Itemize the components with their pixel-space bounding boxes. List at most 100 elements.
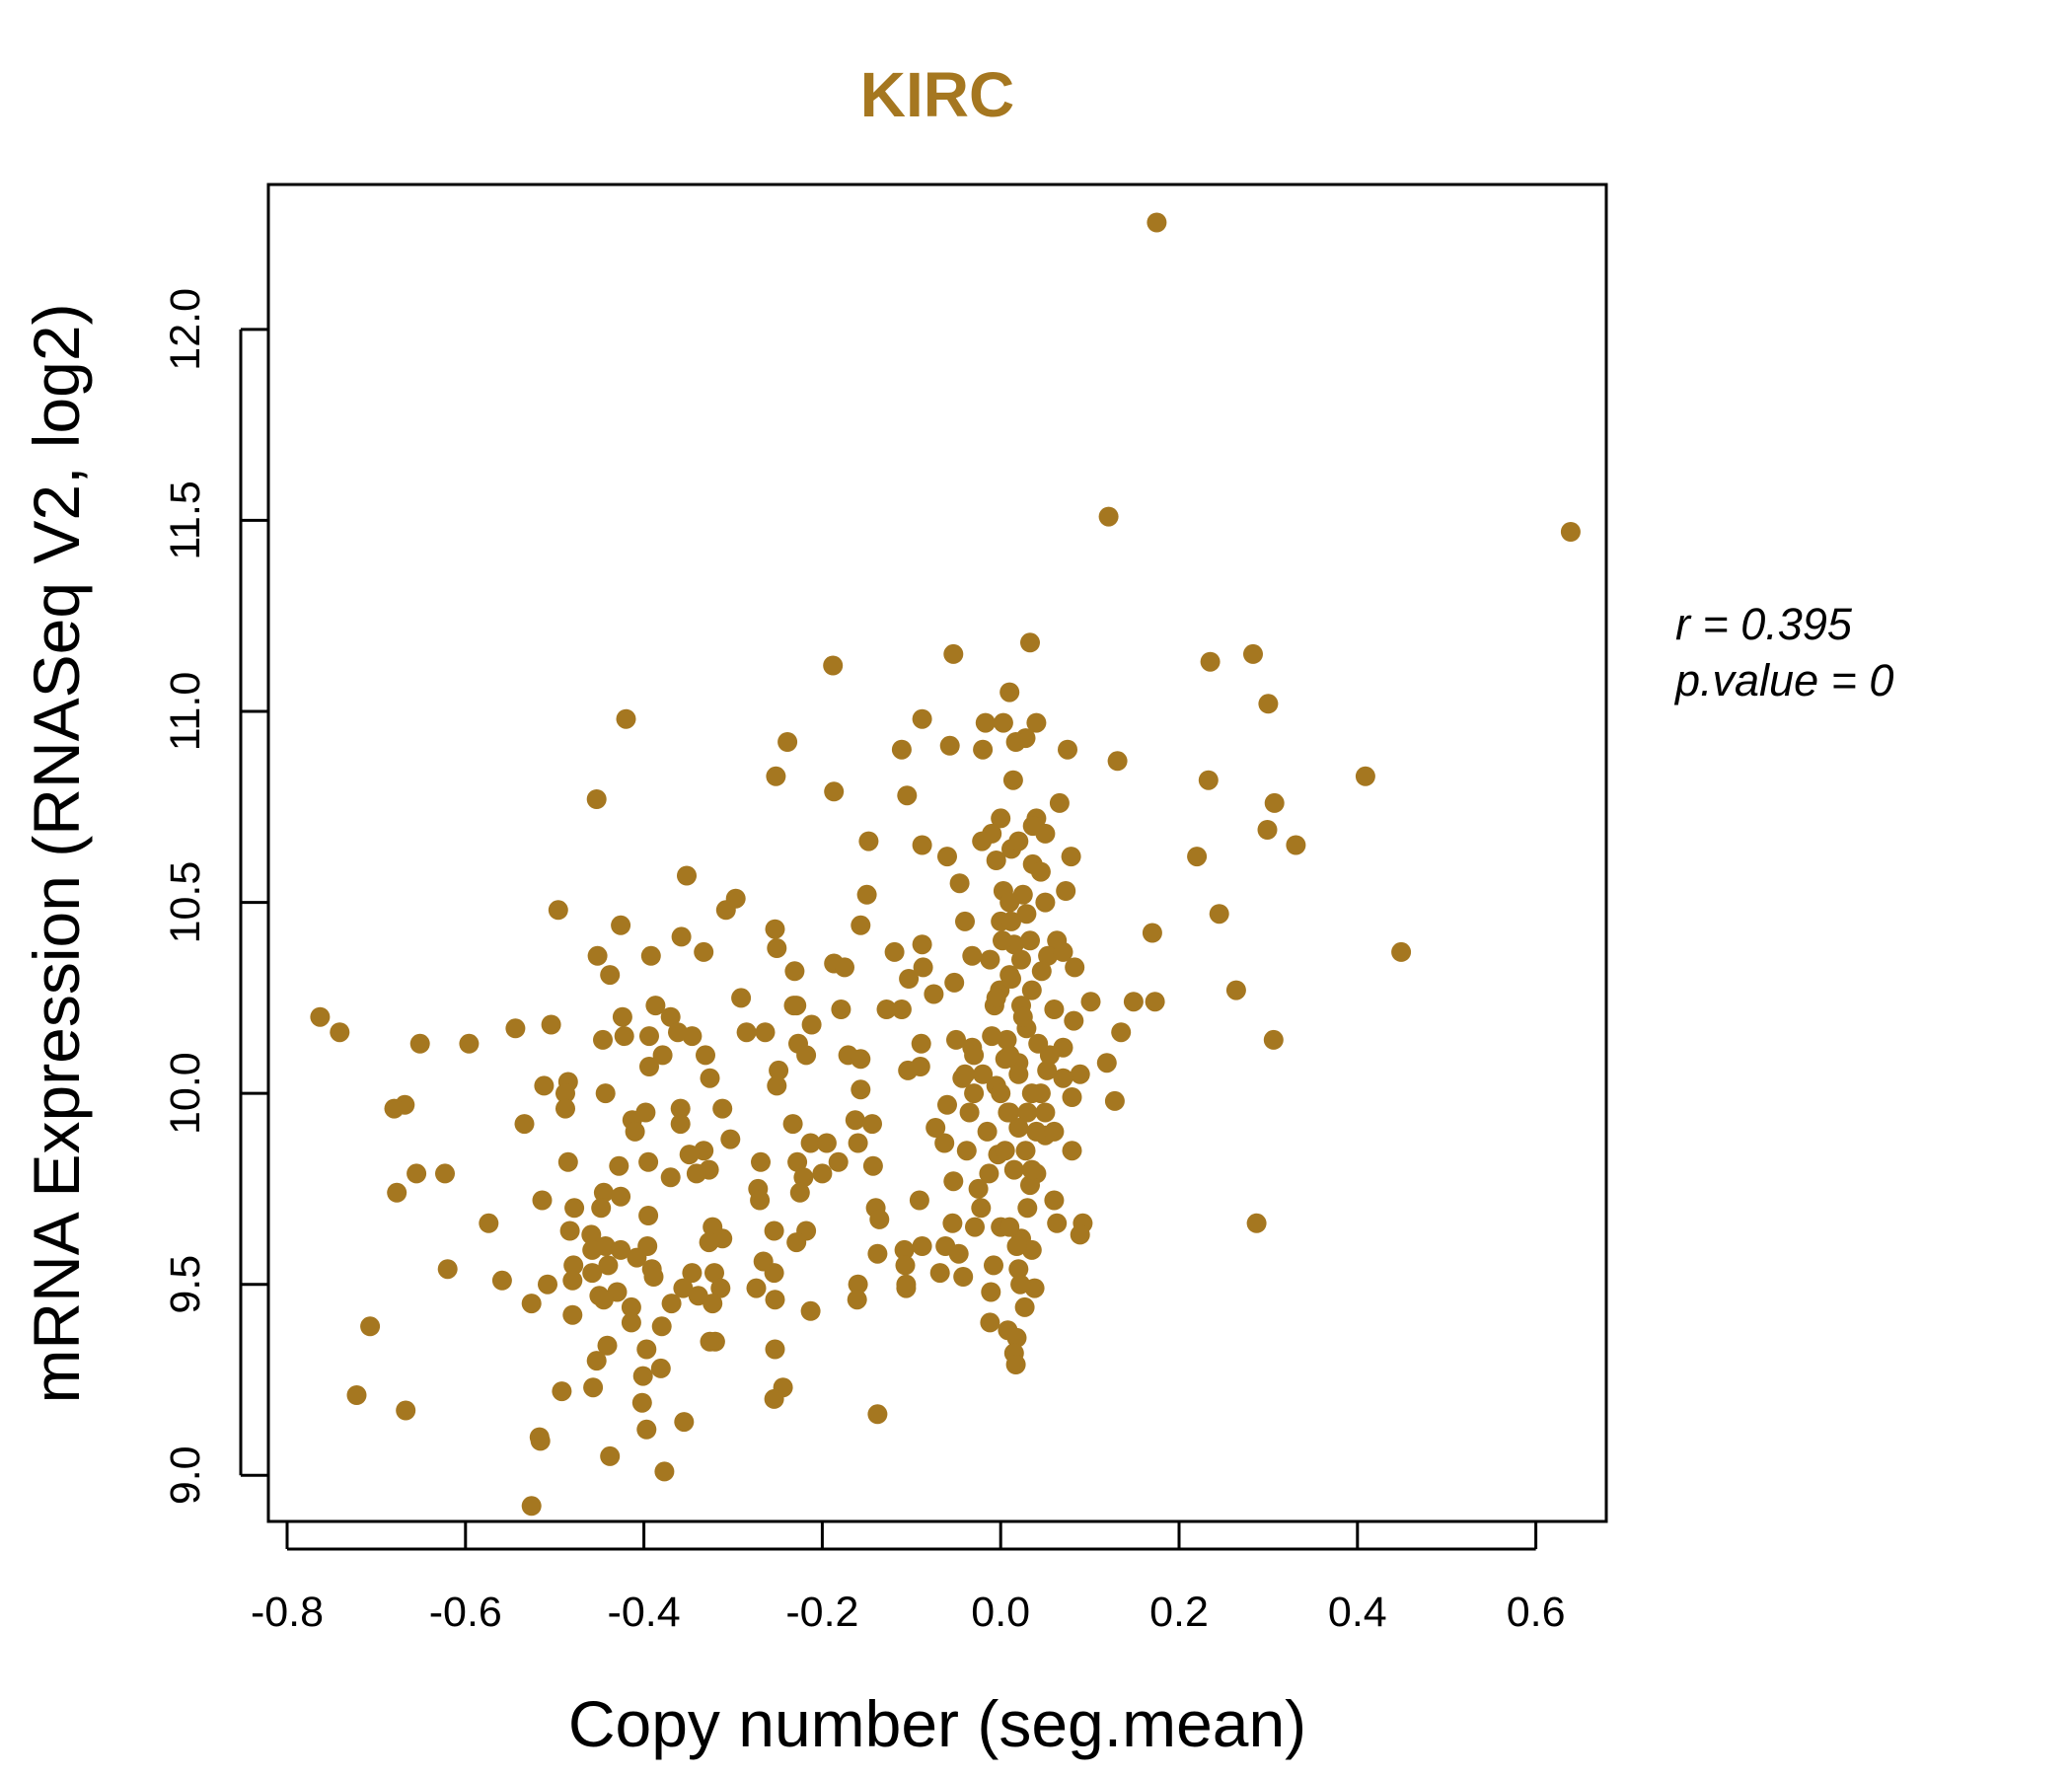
data-point [975, 712, 996, 733]
data-point [712, 1098, 733, 1119]
data-point [751, 1151, 771, 1172]
data-point [856, 884, 877, 905]
data-point [986, 988, 1006, 1008]
data-point [1038, 945, 1059, 966]
data-point [851, 1079, 871, 1100]
y-tick-label: 12.0 [162, 288, 209, 371]
data-point [660, 1006, 681, 1027]
data-point [939, 735, 960, 756]
data-point [1065, 957, 1085, 978]
data-point [514, 1114, 535, 1135]
data-point [962, 945, 983, 966]
data-point [555, 1098, 575, 1119]
data-point [899, 969, 920, 989]
data-point [1058, 739, 1077, 760]
plot-frame [266, 183, 1608, 1523]
data-point [980, 1312, 1000, 1333]
data-point [593, 1029, 613, 1050]
data-point [330, 1022, 350, 1043]
data-point [1257, 820, 1278, 840]
data-point [538, 1274, 557, 1295]
y-tick-label: 10.5 [162, 861, 209, 944]
data-point [1142, 923, 1162, 943]
data-point [1020, 632, 1040, 653]
data-point [1145, 992, 1165, 1012]
data-point [943, 1171, 964, 1192]
data-point [998, 1102, 1018, 1123]
data-point [824, 781, 845, 802]
data-point [593, 1290, 614, 1310]
data-point [1098, 506, 1119, 527]
data-point [999, 682, 1020, 703]
data-point [1016, 904, 1037, 925]
data-point [1035, 892, 1056, 913]
data-point [1021, 1239, 1042, 1260]
data-point [654, 1461, 675, 1482]
data-point [1039, 1045, 1060, 1066]
data-point [1096, 1053, 1117, 1073]
data-point [682, 1026, 703, 1047]
data-point [1258, 694, 1279, 714]
data-point [782, 1114, 803, 1135]
data-point [891, 999, 912, 1019]
data-point [614, 1026, 634, 1047]
data-point [991, 808, 1011, 829]
data-point [1243, 643, 1263, 664]
data-point [652, 1045, 673, 1066]
data-point [1026, 1121, 1047, 1142]
data-point [562, 1270, 583, 1291]
data-point [977, 1121, 998, 1142]
data-point [862, 1114, 882, 1135]
data-point [534, 1075, 555, 1096]
data-point [764, 1263, 784, 1284]
data-point [1053, 941, 1073, 962]
data-point [924, 984, 944, 1004]
data-point [1021, 1159, 1042, 1180]
x-axis: -0.8 -0.6 -0.4 -0.2 0.0 0.2 0.4 0.6 [251, 1521, 1565, 1636]
data-point [956, 1141, 977, 1161]
data-point [937, 1094, 957, 1115]
x-tick-label: 0.0 [971, 1589, 1030, 1636]
data-point [736, 1022, 757, 1043]
data-point [999, 1217, 1020, 1237]
data-point [787, 1151, 808, 1172]
y-tick-label: 9.0 [162, 1445, 209, 1505]
data-point [409, 1033, 430, 1054]
data-point [1005, 1355, 1026, 1374]
data-point [1123, 992, 1144, 1012]
data-point [621, 1312, 641, 1333]
data-point [897, 785, 918, 806]
data-point [767, 938, 787, 958]
data-point [765, 919, 785, 939]
data-point [1198, 770, 1219, 790]
data-point [1062, 1087, 1082, 1107]
x-tick-label: 0.4 [1328, 1589, 1387, 1636]
data-point [694, 941, 714, 962]
data-point [851, 1049, 871, 1070]
data-point [530, 1431, 551, 1451]
data-point [848, 1274, 868, 1295]
data-point [1037, 1060, 1058, 1080]
x-tick-label: -0.4 [608, 1589, 681, 1636]
data-point [1062, 1141, 1082, 1161]
data-point [1001, 969, 1021, 989]
y-tick-label: 11.0 [162, 672, 209, 752]
data-point [831, 999, 851, 1019]
data-point [609, 1155, 629, 1176]
data-point [767, 1075, 787, 1096]
data-point [611, 1186, 631, 1207]
data-point [993, 712, 1013, 733]
data-point [1008, 831, 1029, 851]
data-point [346, 1385, 367, 1405]
data-point [911, 1033, 931, 1054]
data-point [789, 1182, 810, 1203]
data-point [848, 1133, 868, 1153]
data-point [982, 1026, 1002, 1047]
data-point [459, 1033, 480, 1054]
data-point [999, 1045, 1020, 1066]
data-point [532, 1190, 553, 1211]
data-point [616, 708, 636, 729]
data-point [595, 1083, 616, 1104]
data-point [980, 949, 1000, 970]
data-point [639, 1026, 659, 1047]
